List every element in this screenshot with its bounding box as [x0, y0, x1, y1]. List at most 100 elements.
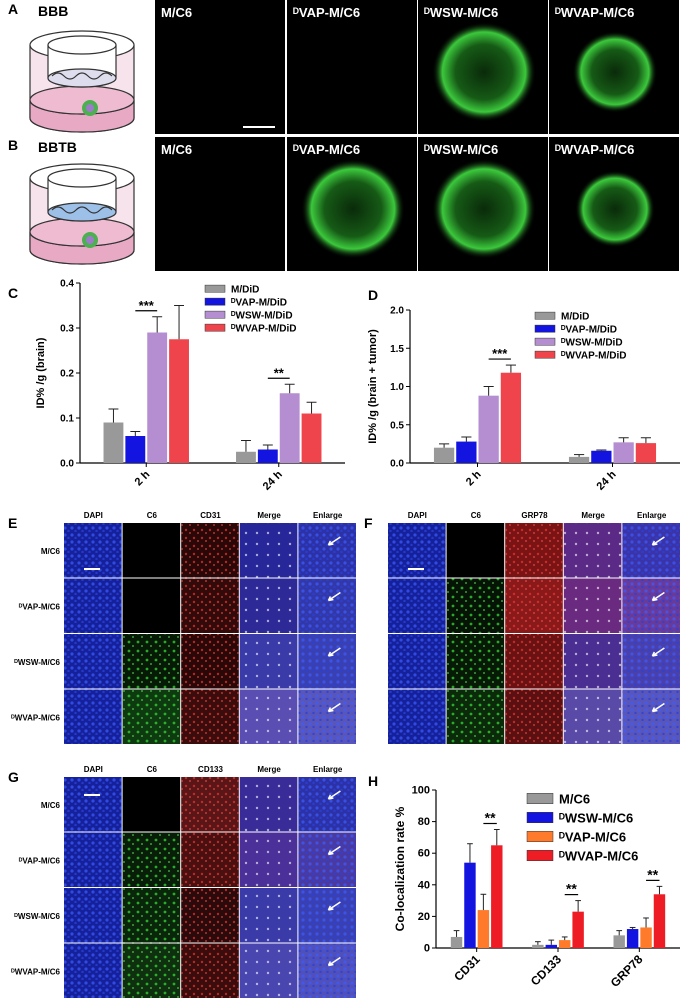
- micrograph-texture: [181, 634, 239, 689]
- image-label: ᴰWVAP-M/C6: [555, 142, 634, 157]
- panel-label: C: [8, 285, 18, 301]
- model-label: BBTB: [38, 139, 77, 155]
- y-tick-label: 100: [412, 785, 430, 797]
- micrograph-texture: [181, 689, 239, 744]
- micrograph-texture: [181, 943, 239, 998]
- micrograph: [155, 0, 285, 134]
- spheroid: [575, 170, 655, 248]
- micrograph-texture: [505, 689, 563, 744]
- bar: [500, 372, 522, 463]
- y-tick-label: 80: [418, 816, 430, 828]
- bar: [456, 441, 477, 463]
- arrow: [651, 647, 665, 657]
- bar: [626, 929, 639, 948]
- row-label: ᴰWVAP-M/C6: [11, 713, 60, 722]
- panel-label: H: [368, 773, 378, 789]
- column-header: DAPI: [408, 511, 427, 520]
- bar: [103, 422, 124, 463]
- legend-label: ᴰWSW-M/C6: [559, 811, 633, 826]
- row-label: ᴰVAP-M/C6: [19, 602, 61, 611]
- column-header: Merge: [581, 511, 605, 520]
- bar: [640, 927, 652, 948]
- y-tick-label: 0.2: [60, 369, 74, 380]
- bar: [478, 395, 499, 463]
- column-header: C6: [147, 765, 158, 774]
- legend-label: M/DiD: [561, 312, 589, 323]
- y-axis-label: Co-localization rate %: [393, 806, 407, 931]
- legend-swatch: [204, 297, 226, 306]
- bar: [433, 447, 455, 463]
- arrow: [327, 901, 341, 911]
- bar: [257, 449, 278, 463]
- micrograph-texture: [64, 777, 122, 832]
- panel-label: A: [8, 1, 18, 17]
- micrograph-texture: [298, 578, 356, 633]
- bar: [301, 413, 322, 463]
- bar: [169, 339, 189, 463]
- legend-swatch: [204, 310, 226, 319]
- micrograph-texture: [622, 689, 680, 744]
- model-label: BBB: [38, 3, 68, 19]
- legend-swatch: [526, 812, 554, 823]
- y-axis-label: ID% /g (brain): [35, 337, 47, 408]
- micrograph: [122, 578, 181, 633]
- significance-label: **: [485, 810, 496, 826]
- micrograph-texture: [446, 689, 505, 744]
- legend-label: ᴰWVAP-M/DiD: [561, 351, 626, 362]
- micrograph: [122, 777, 181, 832]
- bar: [532, 944, 544, 948]
- legend-label: ᴰWVAP-M/C6: [559, 849, 638, 864]
- significance-label: **: [566, 881, 577, 897]
- y-tick-label: 0.5: [390, 420, 404, 431]
- micrograph-texture: [563, 578, 622, 633]
- y-tick-label: 2.0: [390, 306, 404, 317]
- y-tick-label: 60: [418, 848, 430, 860]
- bar: [613, 935, 625, 948]
- micrograph: [287, 0, 417, 134]
- y-tick-label: 40: [418, 879, 430, 891]
- micrograph-texture: [122, 689, 181, 744]
- micrograph-texture: [239, 523, 298, 578]
- bar: [147, 332, 168, 463]
- bar: [613, 442, 634, 463]
- arrow: [651, 536, 665, 546]
- micrograph-texture: [64, 578, 122, 633]
- legend-swatch: [526, 793, 554, 804]
- bar: [568, 456, 590, 463]
- column-header: CD31: [200, 511, 221, 520]
- legend-swatch: [204, 323, 226, 332]
- significance-label: **: [647, 866, 658, 882]
- micrograph-texture: [505, 634, 563, 689]
- spheroid: [572, 31, 658, 113]
- micrograph-texture: [388, 634, 446, 689]
- micrograph-texture: [298, 943, 356, 998]
- arrow: [327, 702, 341, 713]
- legend-swatch: [204, 284, 226, 293]
- micrograph-texture: [298, 689, 356, 744]
- image-label: M/C6: [161, 142, 192, 157]
- arrow: [327, 956, 341, 967]
- y-tick-label: 0.0: [390, 459, 404, 470]
- arrow: [327, 591, 341, 602]
- legend-label: ᴰWVAP-M/DiD: [231, 324, 296, 335]
- row-label: ᴰWSW-M/C6: [14, 658, 60, 667]
- micrograph: [446, 523, 505, 578]
- micrograph-texture: [64, 943, 122, 998]
- micrograph-texture: [64, 832, 122, 887]
- micrograph-texture: [563, 634, 622, 689]
- micrograph-texture: [298, 888, 356, 943]
- legend-swatch: [534, 311, 556, 320]
- micrograph-texture: [388, 689, 446, 744]
- y-tick-label: 1.5: [390, 344, 404, 355]
- micrograph-texture: [388, 578, 446, 633]
- micrograph-texture: [298, 832, 356, 887]
- micrograph-texture: [122, 634, 181, 689]
- legend-label: ᴰVAP-M/DiD: [561, 325, 617, 336]
- y-tick-label: 0.3: [60, 324, 74, 335]
- legend-swatch: [526, 831, 554, 842]
- legend-swatch: [526, 850, 554, 861]
- micrograph-texture: [505, 523, 563, 578]
- micrograph-texture: [622, 578, 680, 633]
